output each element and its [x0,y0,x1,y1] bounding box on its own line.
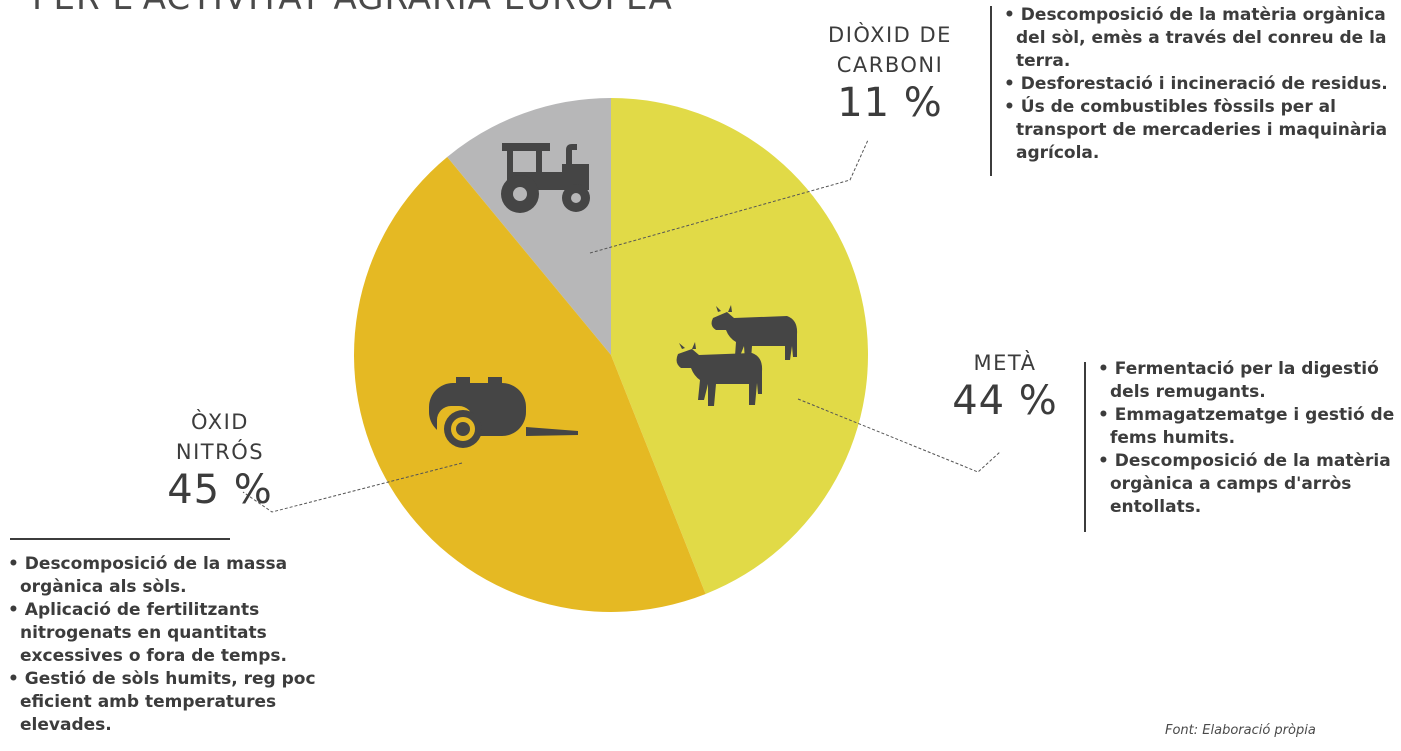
co2-note-3: Ús de combustibles fòssils per al transp… [1004,96,1394,165]
methane-notes: Fermentació per la digestió dels remugan… [1098,358,1398,519]
label-n2o: ÒXID NITRÓS 45 % [140,407,300,513]
methane-note-1: Fermentació per la digestió dels remugan… [1098,358,1398,404]
n2o-notes-bar [10,538,230,540]
methane-note-3: Descomposició de la matèria orgànica a c… [1098,450,1398,519]
co2-note-2: Desforestació i incineració de residus. [1004,73,1394,96]
co2-notes-bar [990,6,992,176]
label-n2o-name-line-1: ÒXID [191,410,249,434]
tractor-icon [501,143,590,213]
label-co2-name-line-2: CARBONI [836,53,944,77]
chart-title: PER L'ACTIVITAT AGRÀRIA EUROPEA [32,0,673,18]
cows-icon [676,305,798,406]
n2o-note-1: Descomposició de la massa orgànica als s… [8,553,338,599]
n2o-notes: Descomposició de la massa orgànica als s… [8,553,338,737]
label-co2-value: 11 % [837,80,943,126]
slice-oxid-nitros[interactable] [353,156,706,613]
label-methane-name: METÀ [973,351,1037,375]
co2-notes: Descomposició de la matèria orgànica del… [1004,4,1394,165]
label-methane: METÀ 44 % [935,348,1075,424]
methane-note-2: Emmagatzematge i gestió de fems humits. [1098,404,1398,450]
label-methane-value: 44 % [952,378,1058,424]
label-co2: DIÒXID DE CARBONI 11 % [800,20,980,126]
co2-note-1: Descomposició de la matèria orgànica del… [1004,4,1394,73]
methane-notes-bar [1084,362,1086,532]
label-co2-name-line-1: DIÒXID DE [828,23,952,47]
n2o-note-2: Aplicació de fertilitzants nitrogenats e… [8,599,338,668]
label-n2o-value: 45 % [167,467,273,513]
leader-line-co2 [589,139,869,254]
label-n2o-name-line-2: NITRÓS [175,440,265,464]
slurry-tanker-icon [429,377,578,448]
leader-line-n2o [242,462,463,513]
source-note: Font: Elaboració pròpia [1165,723,1316,738]
leader-lines [242,139,1001,513]
n2o-note-3: Gestió de sòls humits, reg poc eficient … [8,668,338,737]
